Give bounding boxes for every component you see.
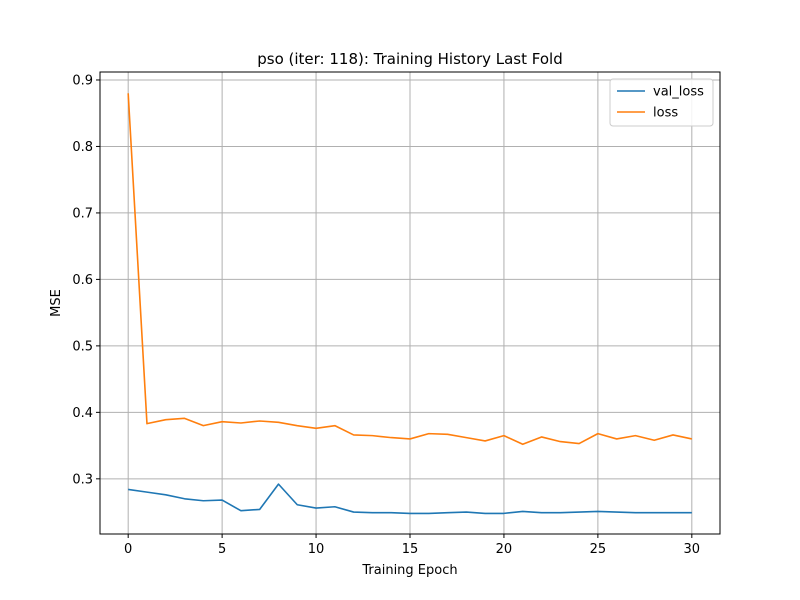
x-tick-label: 15 — [402, 542, 419, 557]
chart-title: pso (iter: 118): Training History Last F… — [257, 50, 563, 68]
series-line-loss — [127, 93, 692, 446]
y-tick-label: 0.8 — [72, 140, 93, 155]
x-tick-label: 25 — [590, 542, 607, 557]
series-line-val-loss — [128, 483, 692, 515]
x-axis-label: Training Epoch — [361, 563, 457, 578]
x-tick-label: 20 — [496, 542, 513, 557]
y-axis-label: MSE — [49, 289, 64, 317]
series-layer — [127, 93, 692, 515]
legend-label-loss: loss — [653, 106, 678, 121]
ticks: 0 5 10 15 20 25 30 0.3 0.4 0.5 0.6 0.7 0.8 0.9 — [72, 73, 700, 557]
x-tick-label: 0 — [124, 542, 132, 557]
legend-label-val-loss: val_loss — [653, 85, 704, 100]
x-tick-label: 10 — [308, 542, 325, 557]
y-tick-label: 0.7 — [72, 206, 93, 221]
y-tick-label: 0.3 — [72, 472, 93, 487]
y-tick-label: 0.6 — [72, 273, 93, 288]
x-tick-label: 5 — [218, 542, 226, 557]
y-tick-label: 0.5 — [72, 339, 93, 354]
x-tick-label: 30 — [684, 542, 701, 557]
y-tick-label: 0.9 — [72, 73, 93, 88]
grid — [100, 72, 720, 534]
y-tick-label: 0.4 — [72, 406, 93, 421]
